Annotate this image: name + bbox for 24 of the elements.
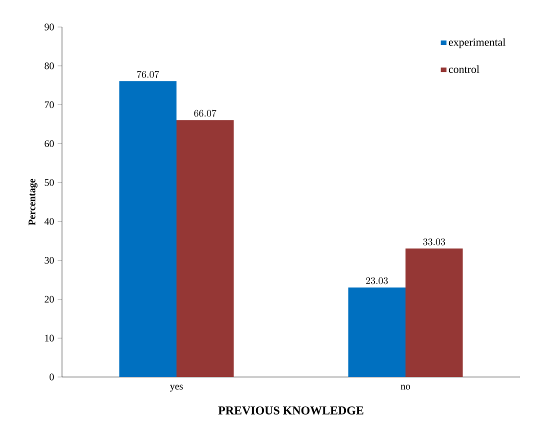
data-label: 76.07 xyxy=(137,70,160,78)
bar xyxy=(348,287,406,377)
y-tick-label: 70 xyxy=(44,101,54,108)
y-tick-label: 20 xyxy=(44,296,54,303)
x-axis-title: PREVIOUS KNOWLEDGE xyxy=(218,406,364,415)
y-tick-label: 50 xyxy=(44,179,54,186)
y-tick-label: 80 xyxy=(44,62,54,70)
y-axis-title: Percentage xyxy=(28,178,38,226)
x-tick-label: no xyxy=(400,384,410,390)
bar xyxy=(119,81,176,377)
y-tick-label: 10 xyxy=(45,334,54,342)
y-tick-label: 60 xyxy=(44,140,54,148)
legend-label: control xyxy=(448,65,480,73)
y-tick-label: 40 xyxy=(44,218,54,225)
legend-label: experimental xyxy=(448,38,506,48)
data-label: 33.03 xyxy=(423,238,446,246)
bar xyxy=(176,120,234,377)
y-tick-label: 90 xyxy=(44,24,54,30)
data-label: 23.03 xyxy=(366,277,388,284)
y-tick-label: 0 xyxy=(50,374,54,380)
data-label: 66.07 xyxy=(194,110,216,117)
y-tick-label: 30 xyxy=(44,256,54,264)
x-tick-label: yes xyxy=(170,384,183,392)
bar xyxy=(406,248,463,377)
